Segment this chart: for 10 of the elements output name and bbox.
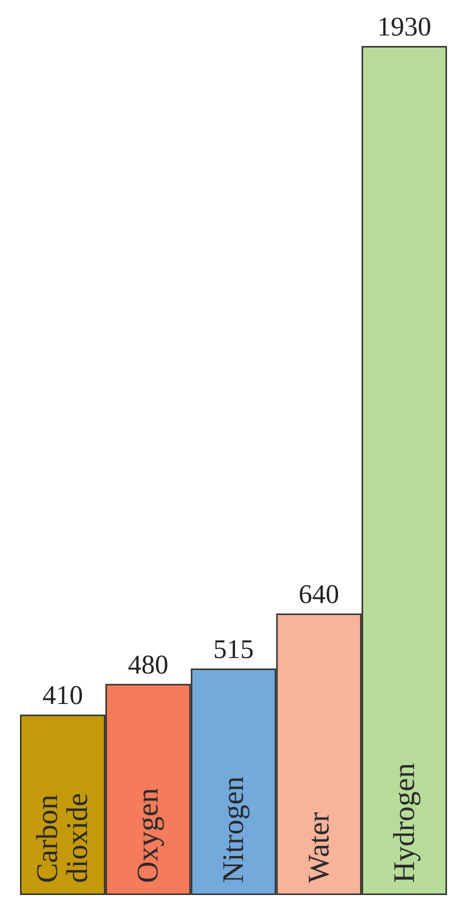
- data-label: 640: [298, 578, 340, 609]
- x-tick-label: Hydrogen: [388, 763, 421, 883]
- data-label: 515: [213, 634, 254, 664]
- x-tick-label: Oxygen: [132, 788, 165, 883]
- x-tick-label: Water: [302, 812, 336, 883]
- data-label: 1930: [377, 12, 432, 42]
- x-tick-label: Nitrogen: [217, 776, 250, 883]
- x-tick-label: Carbon dioxide: [31, 787, 94, 883]
- data-label: 480: [128, 649, 168, 680]
- data-label: 410: [42, 680, 83, 710]
